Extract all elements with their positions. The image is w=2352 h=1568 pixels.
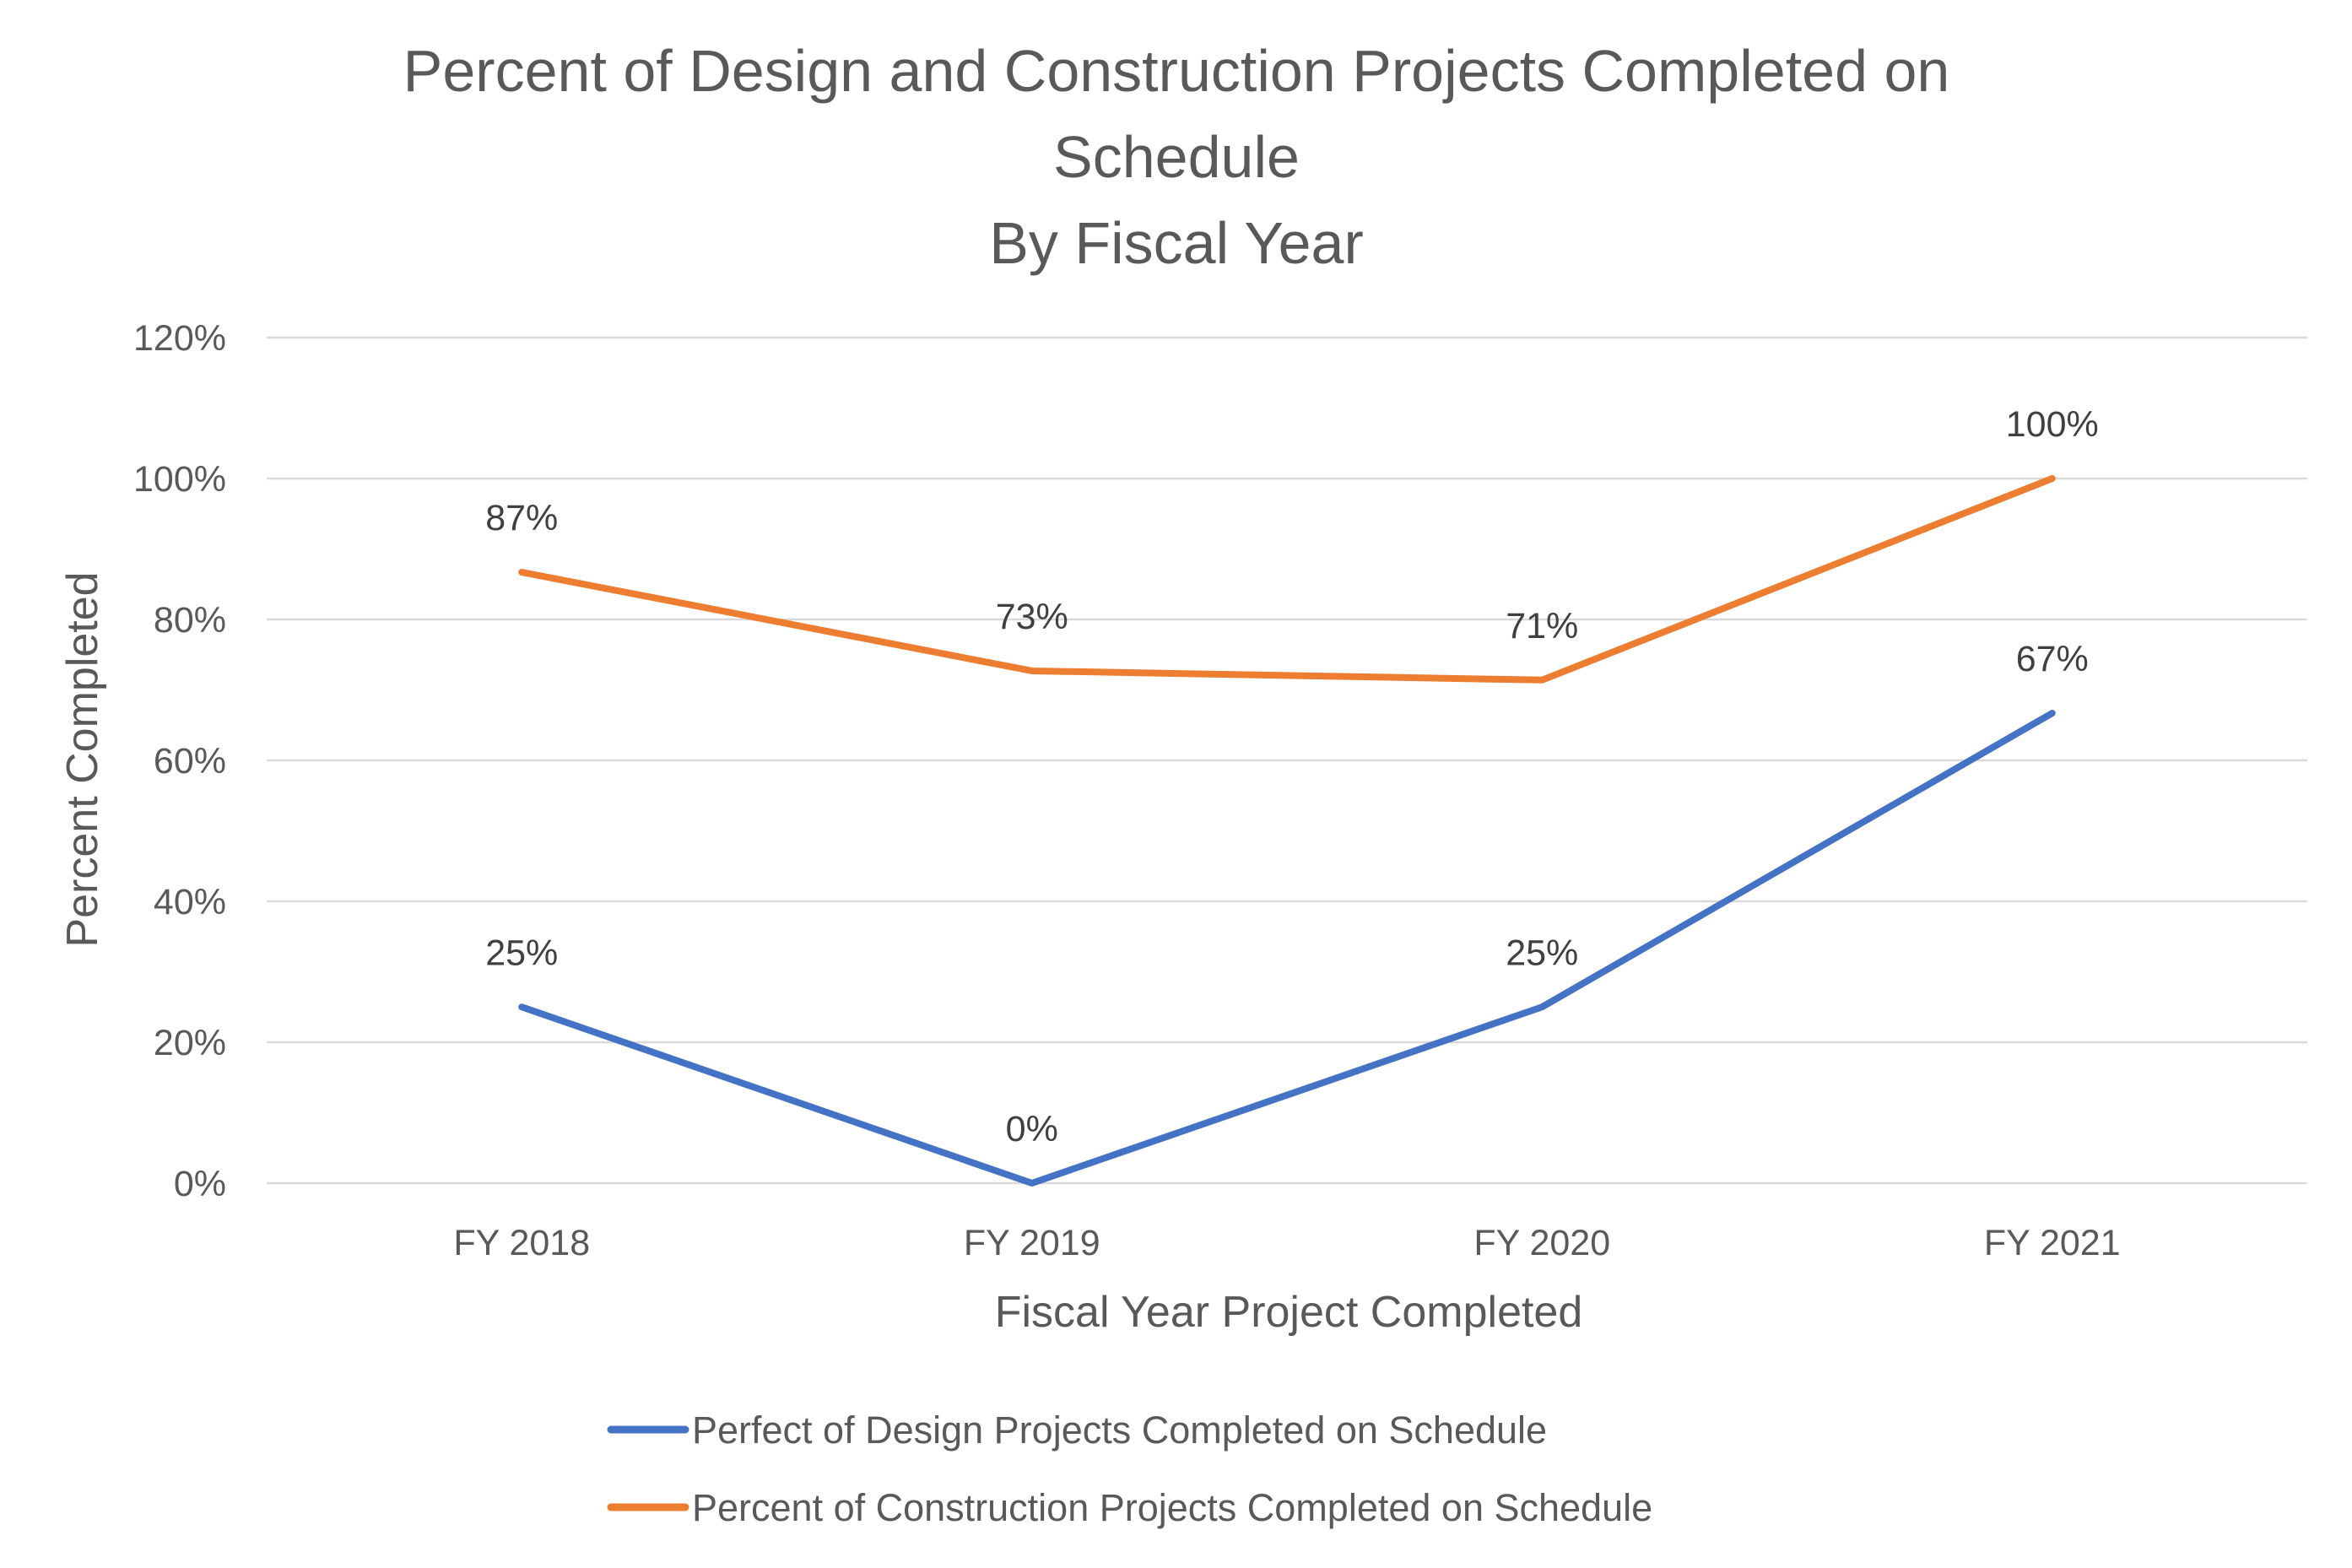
y-tick-label: 80%: [154, 600, 226, 641]
data-label: 87%: [485, 498, 558, 538]
chart-title-line-1: Percent of Design and Construction Proje…: [403, 38, 1950, 104]
y-tick-label: 0%: [174, 1164, 226, 1204]
data-label: 0%: [1006, 1109, 1058, 1149]
y-tick-label: 60%: [154, 741, 226, 781]
x-tick-label: FY 2020: [1473, 1223, 1610, 1263]
data-label: 25%: [1506, 933, 1578, 973]
legend-label: Percent of Construction Projects Complet…: [692, 1486, 1652, 1529]
y-tick-label: 40%: [154, 882, 226, 922]
y-axis-title: Percent Completed: [58, 571, 107, 947]
data-label: 25%: [485, 933, 558, 973]
legend-label: Perfect of Design Projects Completed on …: [692, 1408, 1547, 1452]
x-tick-label: FY 2021: [1984, 1223, 2121, 1263]
data-point: [521, 1006, 523, 1008]
y-tick-label: 100%: [133, 459, 226, 500]
series-line: [518, 475, 2056, 684]
data-label: 67%: [2016, 639, 2089, 679]
data-label: 100%: [2006, 404, 2099, 445]
data-point: [1030, 1182, 1033, 1184]
chart-title-line-2: Schedule: [1053, 124, 1300, 190]
data-point: [1541, 679, 1544, 681]
data-point: [1030, 669, 1033, 672]
y-tick-label: 120%: [133, 318, 226, 359]
data-label: 71%: [1506, 606, 1578, 646]
data-point: [521, 571, 523, 574]
x-axis-title: Fiscal Year Project Completed: [995, 1288, 1583, 1337]
y-tick-label: 20%: [154, 1023, 226, 1063]
data-point: [2051, 712, 2053, 715]
x-tick-label: FY 2019: [964, 1223, 1100, 1263]
data-point: [2051, 478, 2053, 479]
series-line: [518, 710, 2056, 1187]
chart-title-line-3: By Fiscal Year: [989, 210, 1364, 276]
x-tick-label: FY 2018: [453, 1223, 590, 1263]
data-point: [1541, 1006, 1544, 1008]
data-label: 73%: [996, 597, 1068, 637]
